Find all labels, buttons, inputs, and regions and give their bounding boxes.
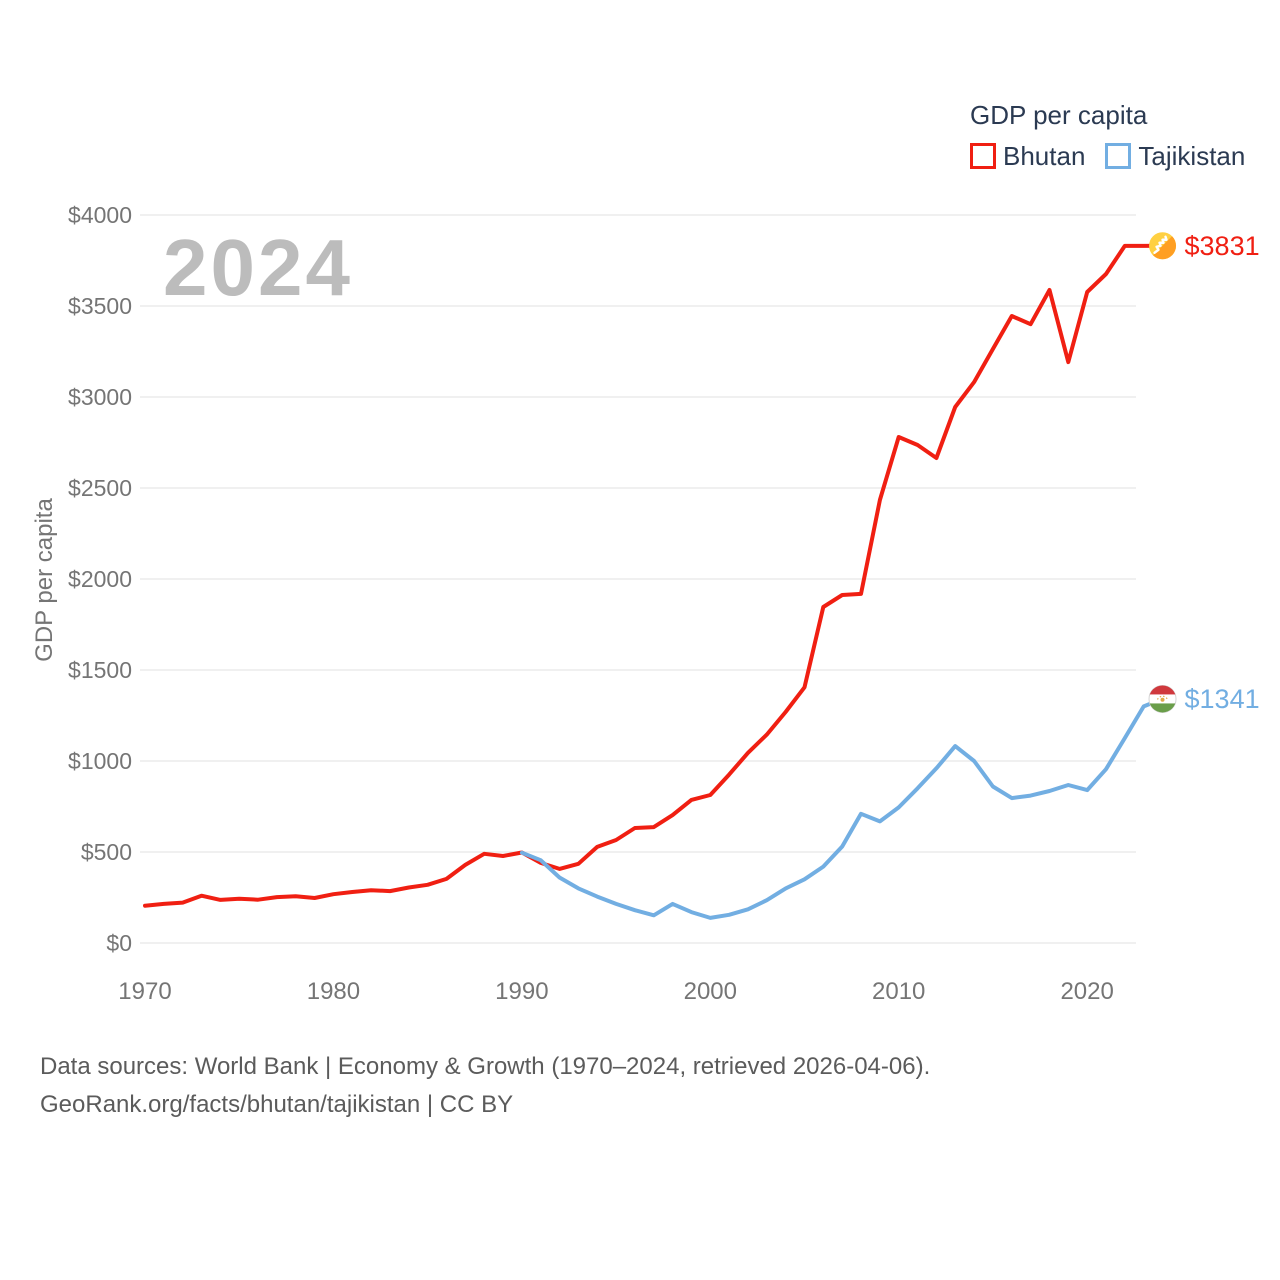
tajikistan-flag-icon xyxy=(1148,684,1177,713)
legend-label-bhutan: Bhutan xyxy=(1003,141,1086,171)
legend-row: Bhutan Tajikistan xyxy=(970,143,1245,169)
year-watermark: 2024 xyxy=(163,223,353,312)
y-tick-label: $1000 xyxy=(68,748,132,774)
y-tick-label: $1500 xyxy=(68,657,132,683)
y-tick-label: $3500 xyxy=(68,293,132,319)
y-axis-title: GDP per capita xyxy=(31,498,58,662)
tajikistan-line xyxy=(519,696,1165,920)
y-tick-label: $3000 xyxy=(68,384,132,410)
legend-item-bhutan[interactable]: Bhutan xyxy=(970,143,1085,169)
legend-title: GDP per capita xyxy=(970,100,1148,130)
legend-label-tajikistan: Tajikistan xyxy=(1138,141,1246,171)
y-tick-label: $0 xyxy=(106,930,132,956)
bhutan-swatch-icon xyxy=(970,143,996,169)
gdp-line-chart: $0 $500 $1000 $1500 $2000 $2500 $3000 $3500 $400… xyxy=(68,202,1260,1005)
tajikistan-swatch-icon xyxy=(1105,143,1132,169)
x-tick-label: 2010 xyxy=(872,978,925,1005)
x-tick-label: 2000 xyxy=(684,978,737,1005)
bhutan-end-value: $3831 xyxy=(1185,231,1260,261)
y-tick-label: $2000 xyxy=(68,566,132,592)
x-tick-label: 1980 xyxy=(307,978,360,1005)
y-tick-label: $4000 xyxy=(68,202,132,228)
footer-line-2: GeoRank.org/facts/bhutan/tajikistan | CC… xyxy=(40,1091,514,1118)
tajikistan-end-value: $1341 xyxy=(1185,684,1260,714)
x-tick-label: 1970 xyxy=(118,978,171,1005)
chart-legend: GDP per capita Bhutan Tajikistan xyxy=(970,100,1245,169)
y-tick-label: $500 xyxy=(81,839,132,865)
bhutan-flag-icon xyxy=(1149,232,1177,260)
footer-line-1: Data sources: World Bank | Economy & Gro… xyxy=(40,1053,931,1080)
x-tick-label: 2020 xyxy=(1060,978,1113,1005)
data-source-footer: Data sources: World Bank | Economy & Gro… xyxy=(40,1048,930,1124)
x-tick-label: 1990 xyxy=(495,978,548,1005)
legend-item-tajikistan[interactable]: Tajikistan xyxy=(1105,143,1245,169)
y-tick-label: $2500 xyxy=(68,475,132,501)
bhutan-line xyxy=(143,243,1165,908)
